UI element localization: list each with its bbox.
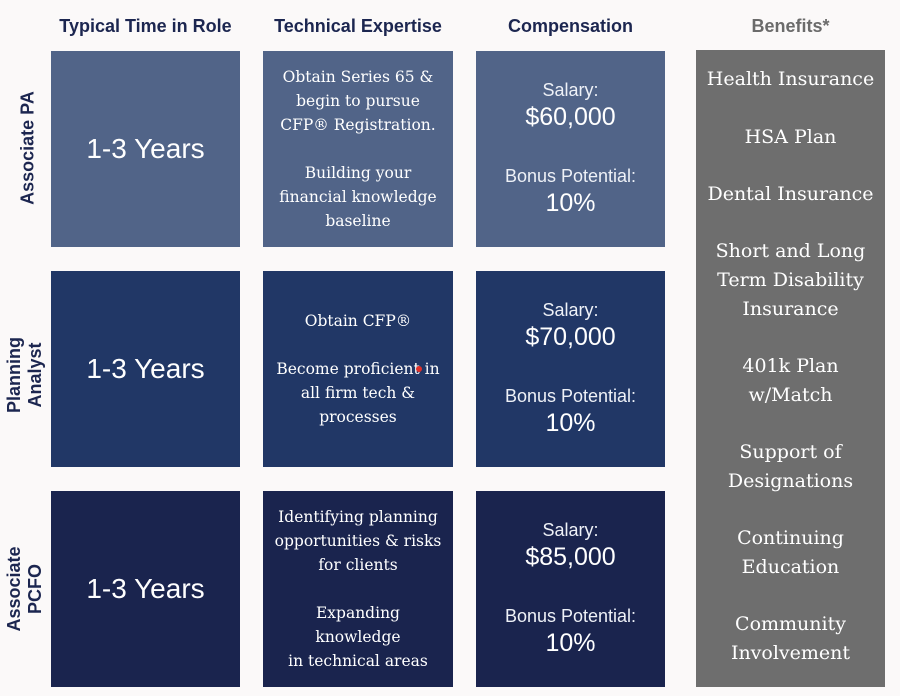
benefit-line: Designations: [727, 470, 854, 492]
benefit-line: Community: [735, 613, 846, 635]
salary-value: $70,000: [525, 323, 616, 351]
tech-text: Obtain Series 65 & begin to pursue CFP® …: [273, 65, 442, 233]
salary-label: Salary:: [542, 520, 599, 540]
benefit-community-involvement: Community Involvement: [696, 610, 885, 668]
benefit-line: Short and Long: [715, 240, 866, 262]
tech-line: Building your: [304, 164, 412, 182]
salary-label: Salary:: [542, 80, 599, 100]
red-marker-dot: [416, 366, 422, 372]
row-label-line: PCFO: [25, 563, 45, 615]
benefit-401k-plan: 401k Plan w/Match: [696, 352, 885, 410]
tech-text: Identifying planning opportunities & ris…: [269, 505, 448, 673]
row-label-line: Associate PA: [17, 91, 38, 205]
tech-line: opportunities & risks: [274, 532, 442, 550]
bonus-label: Bonus Potential:: [504, 166, 637, 186]
tech-line: Expanding: [315, 604, 400, 622]
salary-value: $85,000: [525, 543, 616, 571]
benefits-panel: Health Insurance HSA Plan Dental Insuran…: [696, 50, 885, 687]
tech-line: Obtain CFP®: [304, 312, 412, 330]
benefit-line: Insurance: [742, 298, 839, 320]
bonus-label: Bonus Potential:: [504, 606, 637, 626]
tech-line: financial knowledge: [279, 188, 437, 206]
benefit-continuing-education: Continuing Education: [696, 524, 885, 582]
benefit-line: w/Match: [748, 384, 833, 406]
tech-line: Obtain Series 65 &: [282, 68, 434, 86]
tech-line: baseline: [325, 212, 391, 230]
time-cell-planning-analyst: 1-3 Years: [51, 271, 240, 467]
benefit-health-insurance: Health Insurance: [696, 65, 885, 94]
comp-cell-associate-pcfo: Salary: $85,000 Bonus Potential: 10%: [476, 491, 665, 687]
header-technical-expertise: Technical Expertise: [274, 16, 442, 36]
bonus-value: 10%: [545, 629, 596, 657]
benefit-line: Dental Insurance: [707, 183, 874, 205]
benefit-line: Term Disability: [717, 269, 864, 291]
time-value: 1-3 Years: [86, 573, 205, 604]
tech-cell-planning-analyst: Obtain CFP® Become proficient in all fir…: [263, 271, 453, 467]
benefit-hsa-plan: HSA Plan: [696, 123, 885, 152]
row-label-line: Analyst: [25, 342, 45, 408]
row-label-line: Planning: [4, 337, 24, 413]
comp-cell-associate-pa: Salary: $60,000 Bonus Potential: 10%: [476, 51, 665, 247]
tech-line: processes: [319, 408, 397, 426]
row-label-line: Associate: [4, 546, 24, 632]
tech-line: for clients: [318, 556, 398, 574]
tech-cell-associate-pa: Obtain Series 65 & begin to pursue CFP® …: [263, 51, 453, 247]
header-time-in-role: Typical Time in Role: [59, 16, 232, 36]
benefit-line: HSA Plan: [744, 126, 837, 148]
salary-value: $60,000: [525, 103, 616, 131]
tech-line: all firm tech &: [300, 384, 416, 402]
benefit-line: Education: [741, 556, 840, 578]
header-benefits: Benefits*: [751, 16, 830, 36]
tech-line: begin to pursue: [296, 92, 420, 110]
benefit-line: Continuing: [737, 527, 844, 549]
benefit-line: 401k Plan: [742, 355, 839, 377]
tech-text: Obtain CFP® Become proficient in all fir…: [270, 309, 445, 429]
benefit-disability-insurance: Short and Long Term Disability Insurance: [696, 237, 885, 324]
benefit-dental-insurance: Dental Insurance: [696, 180, 885, 209]
tech-cell-associate-pcfo: Identifying planning opportunities & ris…: [263, 491, 453, 687]
benefit-line: Involvement: [730, 642, 851, 664]
tech-line: Become proficient in: [276, 360, 440, 378]
tech-line: CFP® Registration.: [280, 116, 436, 134]
bonus-value: 10%: [545, 409, 596, 437]
benefit-support-of-designations: Support of Designations: [696, 438, 885, 496]
bonus-label: Bonus Potential:: [504, 386, 637, 406]
tech-line: Identifying planning: [278, 508, 438, 526]
header-compensation: Compensation: [507, 16, 633, 36]
salary-label: Salary:: [542, 300, 599, 320]
comp-cell-planning-analyst: Salary: $70,000 Bonus Potential: 10%: [476, 271, 665, 467]
tech-line: knowledge: [315, 628, 401, 646]
time-cell-associate-pa: 1-3 Years: [51, 51, 240, 247]
benefit-line: Support of: [739, 441, 842, 463]
time-value: 1-3 Years: [86, 133, 205, 164]
time-cell-associate-pcfo: 1-3 Years: [51, 491, 240, 687]
bonus-value: 10%: [545, 189, 596, 217]
time-value: 1-3 Years: [86, 353, 205, 384]
tech-line: in technical areas: [288, 652, 428, 670]
benefit-line: Health Insurance: [706, 68, 875, 90]
